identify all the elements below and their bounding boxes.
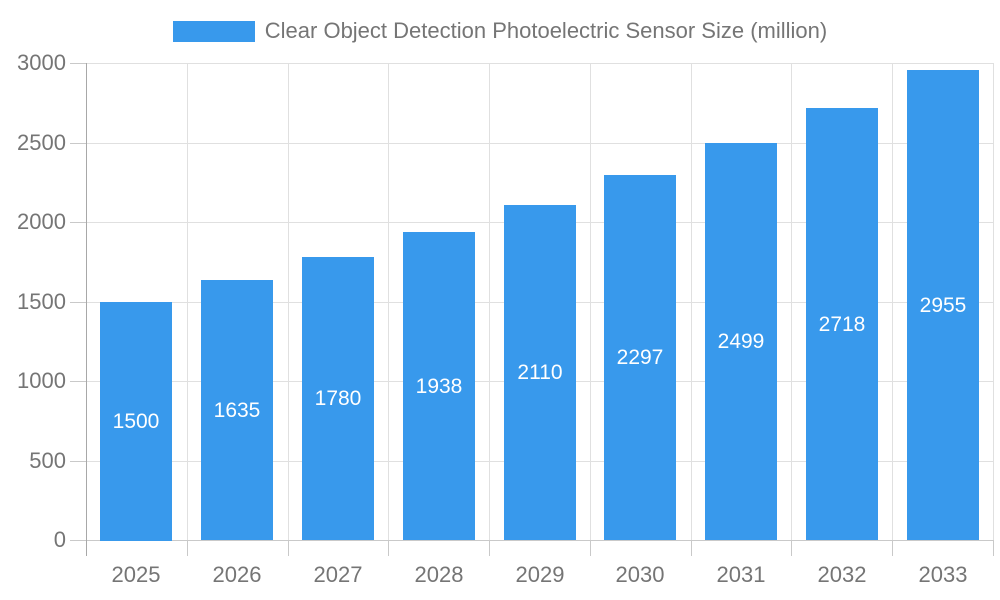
v-gridline: [791, 63, 792, 540]
v-gridline: [993, 63, 994, 540]
bar[interactable]: 1635: [201, 280, 273, 540]
y-tick-label: 3000: [17, 50, 66, 75]
x-tick-mark: [388, 540, 389, 556]
v-gridline: [691, 63, 692, 540]
v-gridline: [388, 63, 389, 540]
bar-value-label: 2718: [818, 312, 866, 336]
x-tick-label: 2029: [515, 562, 565, 587]
y-tick-label: 0: [53, 527, 66, 552]
v-gridline: [187, 63, 188, 540]
x-tick-label: 2026: [212, 562, 262, 587]
bar-value-label: 2955: [919, 293, 967, 317]
y-tick-label: 2500: [17, 130, 66, 155]
x-tick-label: 2027: [313, 562, 363, 587]
bar-value-label: 1500: [112, 410, 160, 433]
legend-label: Clear Object Detection Photoelectric Sen…: [264, 18, 828, 43]
x-tick-mark: [288, 540, 289, 556]
x-tick-label: 2028: [414, 562, 464, 587]
v-gridline: [288, 63, 289, 540]
v-gridline: [489, 63, 490, 540]
y-tick-label: 500: [29, 448, 66, 473]
legend[interactable]: Clear Object Detection Photoelectric Sen…: [0, 18, 1000, 44]
y-tick-mark: [70, 222, 86, 223]
x-tick-label: 2030: [615, 562, 665, 587]
bar-value-label: 2110: [517, 361, 563, 384]
h-gridline: [86, 143, 993, 144]
y-tick-mark: [70, 461, 86, 462]
x-tick-mark: [892, 540, 893, 556]
bar[interactable]: 2297: [604, 175, 676, 540]
bar[interactable]: 1780: [302, 257, 374, 540]
bar-value-label: 1635: [213, 398, 261, 422]
bar[interactable]: 1938: [403, 232, 475, 540]
x-tick-mark: [187, 540, 188, 556]
bar-value-label: 1938: [415, 374, 463, 398]
y-tick-mark: [70, 143, 86, 144]
legend-swatch-icon: [172, 20, 255, 42]
h-gridline: [86, 63, 993, 64]
bar[interactable]: 2955: [907, 70, 979, 540]
bar-value-label: 2297: [616, 346, 664, 369]
bar[interactable]: 2110: [504, 205, 576, 540]
x-tick-mark: [590, 540, 591, 556]
bar-value-label: 1780: [314, 387, 362, 410]
v-gridline: [590, 63, 591, 540]
bar-value-label: 2499: [717, 330, 765, 353]
x-tick-label: 2032: [817, 562, 867, 587]
y-tick-label: 2000: [17, 209, 66, 234]
y-tick-mark: [70, 302, 86, 303]
x-tick-label: 2033: [918, 562, 968, 587]
h-gridline: [86, 540, 993, 541]
bar[interactable]: 2718: [806, 108, 878, 540]
y-axis-line: [86, 63, 87, 556]
x-tick-mark: [791, 540, 792, 556]
y-tick-label: 1000: [17, 368, 66, 393]
x-tick-label: 2031: [716, 562, 766, 587]
y-tick-mark: [70, 540, 86, 541]
y-tick-label: 1500: [17, 289, 66, 314]
y-tick-mark: [70, 381, 86, 382]
bar[interactable]: 1500: [100, 302, 172, 541]
y-tick-mark: [70, 63, 86, 64]
v-gridline: [892, 63, 893, 540]
x-tick-mark: [691, 540, 692, 556]
x-tick-mark: [489, 540, 490, 556]
bar[interactable]: 2499: [705, 143, 777, 540]
x-tick-label: 2025: [111, 562, 161, 587]
x-tick-mark: [993, 540, 994, 556]
